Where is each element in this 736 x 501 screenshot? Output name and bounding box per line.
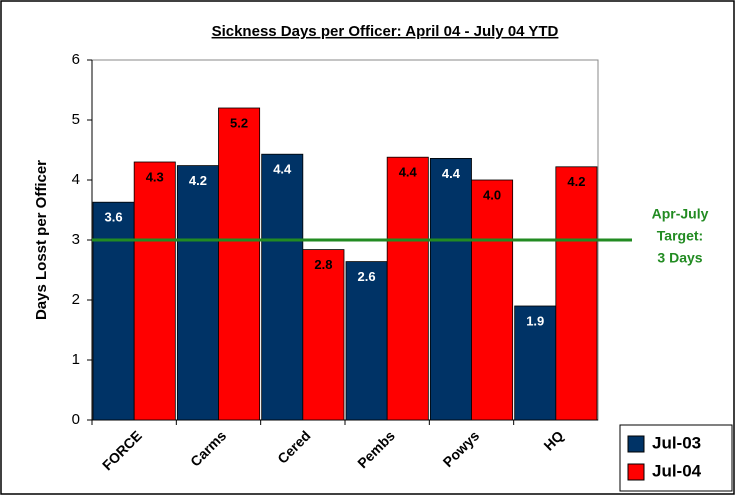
legend-swatch — [627, 463, 645, 481]
bar — [302, 249, 345, 421]
y-tick-label: 4 — [72, 171, 80, 188]
data-label: 4.3 — [146, 169, 164, 184]
legend-label: Jul-04 — [652, 461, 702, 480]
bar — [386, 156, 429, 421]
data-label: 2.6 — [358, 269, 376, 284]
y-tick-label: 3 — [72, 231, 80, 248]
y-axis-label: Days Losst per Officer — [33, 160, 50, 320]
data-label: 4.4 — [273, 162, 292, 177]
data-label: 4.4 — [442, 166, 461, 181]
bar — [218, 107, 261, 421]
data-label: 5.2 — [230, 115, 248, 130]
y-tick-label: 5 — [72, 111, 80, 128]
bar — [92, 201, 135, 421]
target-annotation: 3 Days — [657, 250, 702, 266]
data-label: 4.0 — [483, 187, 501, 202]
data-label: 1.9 — [526, 313, 544, 328]
y-tick-label: 6 — [72, 51, 80, 68]
bar — [176, 165, 219, 421]
bar — [261, 153, 304, 421]
data-label: 4.4 — [399, 165, 418, 180]
bar — [514, 305, 557, 421]
data-label: 4.2 — [189, 173, 207, 188]
bar — [133, 161, 176, 421]
target-annotation: Apr-July — [652, 206, 709, 222]
data-label: 3.6 — [105, 210, 123, 225]
legend-label: Jul-03 — [652, 433, 701, 452]
y-tick-label: 0 — [72, 411, 80, 428]
target-annotation: Target: — [657, 228, 703, 244]
chart-title: Sickness Days per Officer: April 04 - Ju… — [212, 23, 559, 40]
bar — [555, 166, 598, 421]
data-label: 2.8 — [314, 257, 332, 272]
legend-swatch — [627, 435, 645, 453]
data-label: 4.2 — [567, 174, 585, 189]
bar — [429, 157, 472, 421]
y-tick-label: 2 — [72, 291, 80, 308]
bar — [345, 261, 388, 421]
y-tick-label: 1 — [72, 351, 80, 368]
bar — [471, 179, 514, 421]
